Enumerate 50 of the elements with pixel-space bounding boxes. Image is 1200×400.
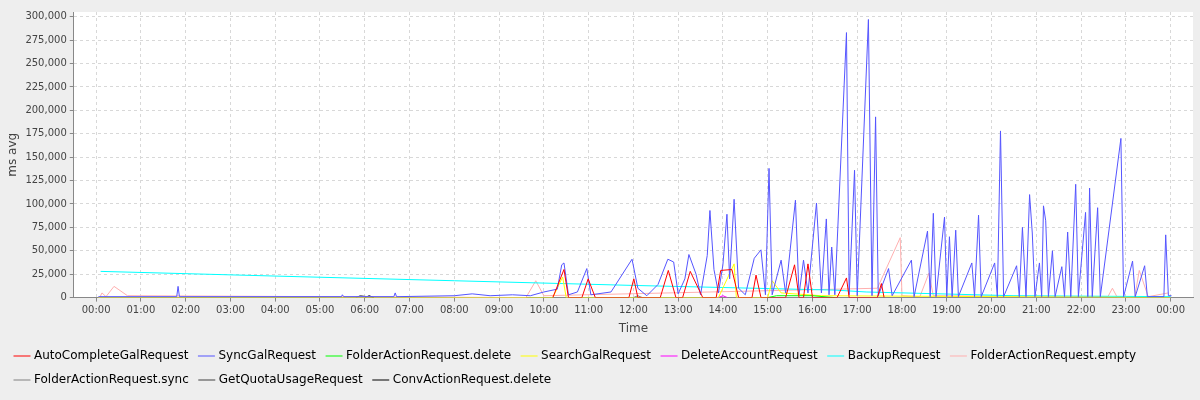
y-tick-label: 75,000 — [31, 220, 67, 232]
x-tick-label: 00:00 — [1156, 304, 1186, 316]
y-tick-label: 275,000 — [25, 33, 67, 45]
legend-label: AutoCompleteGalRequest — [34, 348, 189, 363]
x-axis-title: Time — [617, 320, 649, 335]
y-tick-label: 175,000 — [25, 127, 67, 139]
legend-label: FolderActionRequest.delete — [346, 348, 512, 363]
legend-label: FolderActionRequest.empty — [970, 348, 1137, 363]
x-tick-label: 00:00 — [81, 304, 111, 316]
x-tick-label: 02:00 — [171, 304, 201, 316]
legend-label: DeleteAccountRequest — [681, 348, 818, 363]
legend-label: GetQuotaUsageRequest — [218, 372, 364, 387]
x-tick-label: 16:00 — [798, 304, 827, 316]
legend-label: SyncGalRequest — [218, 348, 317, 363]
y-tick-label: 125,000 — [25, 174, 67, 186]
x-tick-label: 21:00 — [1021, 304, 1051, 316]
y-tick-label: 150,000 — [25, 150, 67, 162]
x-tick-label: 18:00 — [887, 304, 917, 316]
x-tick-label: 01:00 — [126, 304, 156, 316]
x-tick-label: 05:00 — [305, 304, 335, 316]
y-tick-label: 0 — [60, 291, 67, 303]
x-tick-label: 17:00 — [842, 304, 872, 316]
x-tick-label: 03:00 — [216, 304, 245, 316]
x-tick-label: 09:00 — [484, 304, 514, 316]
y-tick-label: 50,000 — [31, 244, 67, 256]
x-tick-label: 12:00 — [618, 304, 648, 316]
x-tick-label: 19:00 — [932, 304, 962, 316]
x-tick-label: 04:00 — [260, 304, 290, 316]
y-tick-label: 225,000 — [25, 80, 67, 92]
legend-label: FolderActionRequest.sync — [34, 372, 189, 387]
x-tick-label: 20:00 — [977, 304, 1006, 316]
y-axis-title: ms avg — [5, 132, 20, 177]
x-tick-label: 14:00 — [708, 304, 738, 316]
y-tick-label: 100,000 — [25, 197, 67, 209]
legend-label: SearchGalRequest — [541, 348, 652, 363]
x-tick-label: 07:00 — [395, 304, 424, 316]
legend-label: BackupRequest — [847, 348, 941, 363]
y-tick-label: 300,000 — [25, 10, 67, 22]
x-tick-label: 13:00 — [663, 304, 693, 316]
x-tick-label: 23:00 — [1111, 304, 1141, 316]
x-tick-label: 08:00 — [439, 304, 469, 316]
x-tick-label: 10:00 — [529, 304, 559, 316]
y-tick-label: 200,000 — [25, 103, 67, 115]
x-tick-label: 22:00 — [1066, 304, 1096, 316]
y-tick-label: 25,000 — [31, 267, 67, 279]
legend-label: ConvActionRequest.delete — [392, 372, 552, 387]
x-tick-label: 15:00 — [753, 304, 783, 316]
x-tick-label: 06:00 — [350, 304, 380, 316]
x-tick-label: 11:00 — [574, 304, 604, 316]
y-tick-label: 250,000 — [25, 57, 67, 69]
